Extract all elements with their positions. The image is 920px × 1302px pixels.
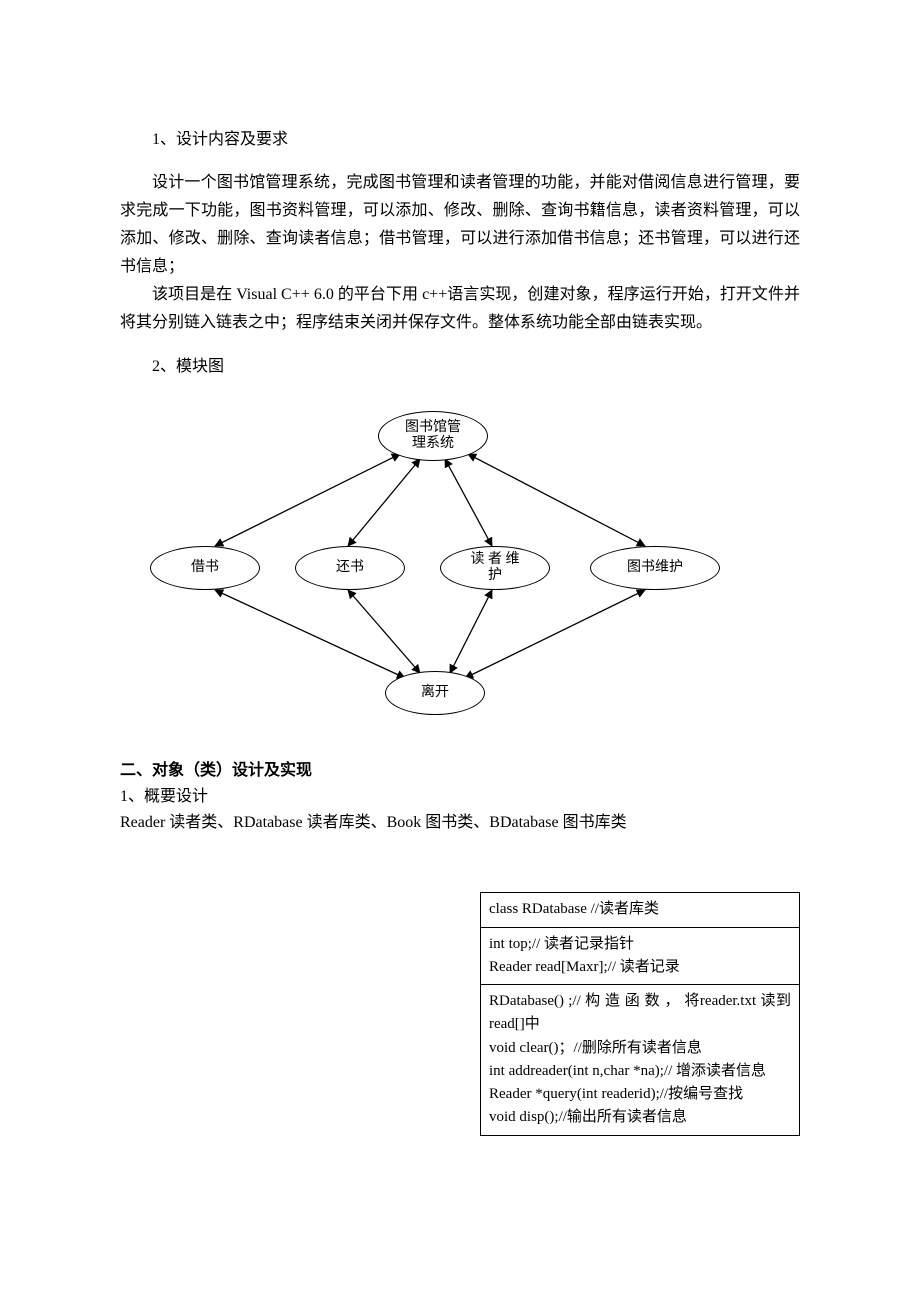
part2-sub1: 1、概要设计 (120, 782, 800, 806)
node-exit-label: 离开 (421, 685, 449, 702)
module-diagram: 图书馆管理系统 借书 还书 读 者 维护 图书维护 离开 (120, 396, 800, 726)
method-line: RDatabase() ;// 构 造 函 数 ， 将reader.txt 读到… (489, 990, 791, 1037)
node-borrow-label: 借书 (191, 560, 219, 577)
node-book: 图书维护 (590, 546, 720, 590)
table-row: class RDatabase //读者库类 (481, 893, 800, 927)
node-root-label: 图书馆管理系统 (405, 420, 461, 454)
method-line: int addreader(int n,char *na);// 增添读者信息 (489, 1060, 791, 1083)
node-borrow: 借书 (150, 546, 260, 590)
class-header-cell: class RDatabase //读者库类 (481, 893, 800, 927)
node-return: 还书 (295, 546, 405, 590)
class-methods-cell: RDatabase() ;// 构 造 函 数 ， 将reader.txt 读到… (481, 985, 800, 1136)
document-page: 1、设计内容及要求 设计一个图书馆管理系统，完成图书管理和读者管理的功能，并能对… (0, 0, 920, 1302)
classes-summary-line: Reader 读者类、RDatabase 读者库类、Book 图书类、BData… (120, 808, 800, 832)
field-line: int top;// 读者记录指针 (489, 933, 791, 956)
method-line: Reader *query(int readerid);//按编号查找 (489, 1083, 791, 1106)
node-reader: 读 者 维护 (440, 546, 550, 590)
class-fields-cell: int top;// 读者记录指针 Reader read[Maxr];// 读… (481, 927, 800, 985)
table-row: int top;// 读者记录指针 Reader read[Maxr];// 读… (481, 927, 800, 985)
node-root: 图书馆管理系统 (378, 411, 488, 461)
section1-paragraph-2: 该项目是在 Visual C++ 6.0 的平台下用 c++语言实现，创建对象，… (120, 281, 800, 337)
node-book-label: 图书维护 (627, 560, 683, 577)
method-line: void clear()；//删除所有读者信息 (489, 1037, 791, 1060)
node-return-label: 还书 (336, 560, 364, 577)
method-line: void disp();//输出所有读者信息 (489, 1106, 791, 1129)
node-reader-label: 读 者 维护 (471, 552, 520, 586)
field-line: Reader read[Maxr];// 读者记录 (489, 956, 791, 979)
node-exit: 离开 (385, 671, 485, 715)
section1-heading: 1、设计内容及要求 (120, 126, 800, 153)
section2-heading: 2、模块图 (120, 353, 800, 380)
rdatabase-class-table: class RDatabase //读者库类 int top;// 读者记录指针… (480, 892, 800, 1135)
part2-title: 二、对象（类）设计及实现 (120, 756, 800, 780)
table-row: RDatabase() ;// 构 造 函 数 ， 将reader.txt 读到… (481, 985, 800, 1136)
section1-paragraph-1: 设计一个图书馆管理系统，完成图书管理和读者管理的功能，并能对借阅信息进行管理，要… (120, 169, 800, 281)
